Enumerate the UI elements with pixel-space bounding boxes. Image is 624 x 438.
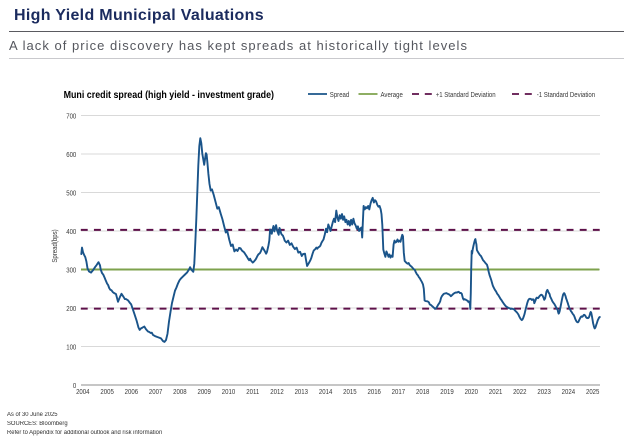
svg-text:2010: 2010	[222, 389, 236, 397]
svg-text:2009: 2009	[197, 389, 211, 397]
svg-text:Spread: Spread	[330, 92, 350, 100]
svg-text:2005: 2005	[100, 389, 114, 397]
svg-text:Muni credit spread (high yield: Muni credit spread (high yield - investm…	[64, 89, 274, 101]
svg-text:600: 600	[66, 151, 76, 159]
svg-text:2023: 2023	[537, 389, 551, 397]
svg-text:2004: 2004	[76, 389, 90, 397]
svg-text:+1 Standard Deviation: +1 Standard Deviation	[436, 92, 496, 100]
svg-text:2016: 2016	[367, 389, 381, 397]
svg-text:2022: 2022	[513, 389, 527, 397]
svg-text:0: 0	[73, 382, 77, 390]
svg-text:2018: 2018	[416, 389, 430, 397]
svg-text:2013: 2013	[295, 389, 309, 397]
svg-text:2008: 2008	[173, 389, 187, 397]
svg-text:2024: 2024	[562, 389, 576, 397]
svg-text:2021: 2021	[489, 389, 503, 397]
svg-text:2007: 2007	[149, 389, 163, 397]
svg-text:400: 400	[66, 228, 76, 236]
svg-text:Average: Average	[381, 92, 404, 100]
svg-text:Spread(bps): Spread(bps)	[52, 229, 60, 262]
svg-text:700: 700	[66, 113, 76, 121]
svg-text:2011: 2011	[246, 389, 259, 397]
svg-text:300: 300	[66, 267, 76, 275]
svg-text:2012: 2012	[270, 389, 284, 397]
svg-text:-1 Standard Deviation: -1 Standard Deviation	[537, 92, 596, 100]
svg-text:100: 100	[66, 344, 76, 352]
svg-text:200: 200	[66, 305, 76, 313]
svg-text:500: 500	[66, 190, 76, 198]
svg-text:2015: 2015	[343, 389, 357, 397]
svg-text:2019: 2019	[440, 389, 454, 397]
svg-text:2014: 2014	[319, 389, 333, 397]
svg-text:2020: 2020	[465, 389, 479, 397]
svg-text:2006: 2006	[125, 389, 139, 397]
svg-text:2025: 2025	[586, 389, 600, 397]
svg-text:2017: 2017	[392, 389, 406, 397]
